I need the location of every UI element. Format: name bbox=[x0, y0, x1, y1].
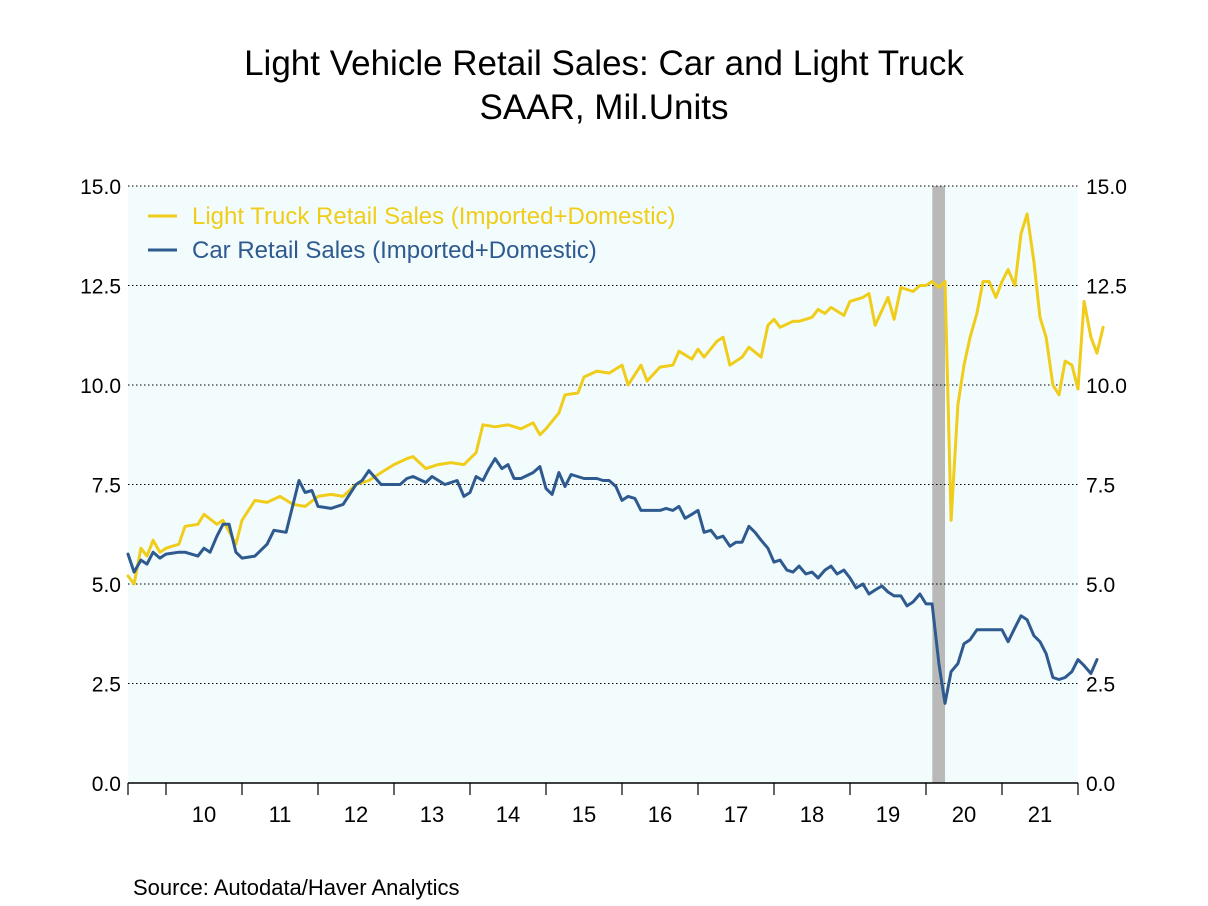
x-tick-label: 18 bbox=[800, 802, 824, 827]
car-series-line bbox=[126, 457, 1099, 705]
y-tick-label-left: 2.5 bbox=[92, 674, 121, 697]
chart-subtitle: SAAR, Mil.Units bbox=[479, 88, 729, 127]
x-tick-label: 12 bbox=[344, 802, 368, 827]
y-tick-label-right: 0.0 bbox=[1086, 773, 1115, 796]
y-tick-label-right: 10.0 bbox=[1086, 375, 1127, 398]
x-tick-label: 10 bbox=[192, 802, 216, 827]
y-tick-label-right: 2.5 bbox=[1086, 674, 1115, 697]
y-tick-label-left: 12.5 bbox=[80, 276, 121, 299]
chart-title: Light Vehicle Retail Sales: Car and Ligh… bbox=[244, 44, 964, 83]
y-tick-label-right: 12.5 bbox=[1086, 276, 1127, 299]
y-tick-label-right: 7.5 bbox=[1086, 475, 1115, 498]
y-tick-label-right: 5.0 bbox=[1086, 574, 1115, 597]
x-tick-label: 21 bbox=[1028, 802, 1052, 827]
y-tick-label-left: 15.0 bbox=[80, 176, 121, 199]
y-tick-label-left: 7.5 bbox=[92, 475, 121, 498]
x-tick-label: 16 bbox=[648, 802, 672, 827]
x-tick-label: 17 bbox=[724, 802, 748, 827]
light-truck-series-line bbox=[126, 212, 1105, 586]
source-note: Source: Autodata/Haver Analytics bbox=[133, 875, 460, 900]
x-tick-label: 14 bbox=[496, 802, 520, 827]
x-tick-label: 20 bbox=[952, 802, 976, 827]
x-tick-label: 11 bbox=[269, 802, 292, 827]
y-tick-label-left: 10.0 bbox=[80, 375, 121, 398]
y-tick-label-left: 0.0 bbox=[92, 773, 121, 796]
y-tick-label-left: 5.0 bbox=[92, 574, 121, 597]
legend-label: Car Retail Sales (Imported+Domestic) bbox=[192, 237, 597, 264]
y-tick-label-right: 15.0 bbox=[1086, 176, 1127, 199]
x-tick-label: 19 bbox=[876, 802, 900, 827]
x-tick-label: 15 bbox=[572, 802, 596, 827]
x-tick-label: 13 bbox=[420, 802, 444, 827]
legend-label: Light Truck Retail Sales (Imported+Domes… bbox=[192, 203, 676, 230]
